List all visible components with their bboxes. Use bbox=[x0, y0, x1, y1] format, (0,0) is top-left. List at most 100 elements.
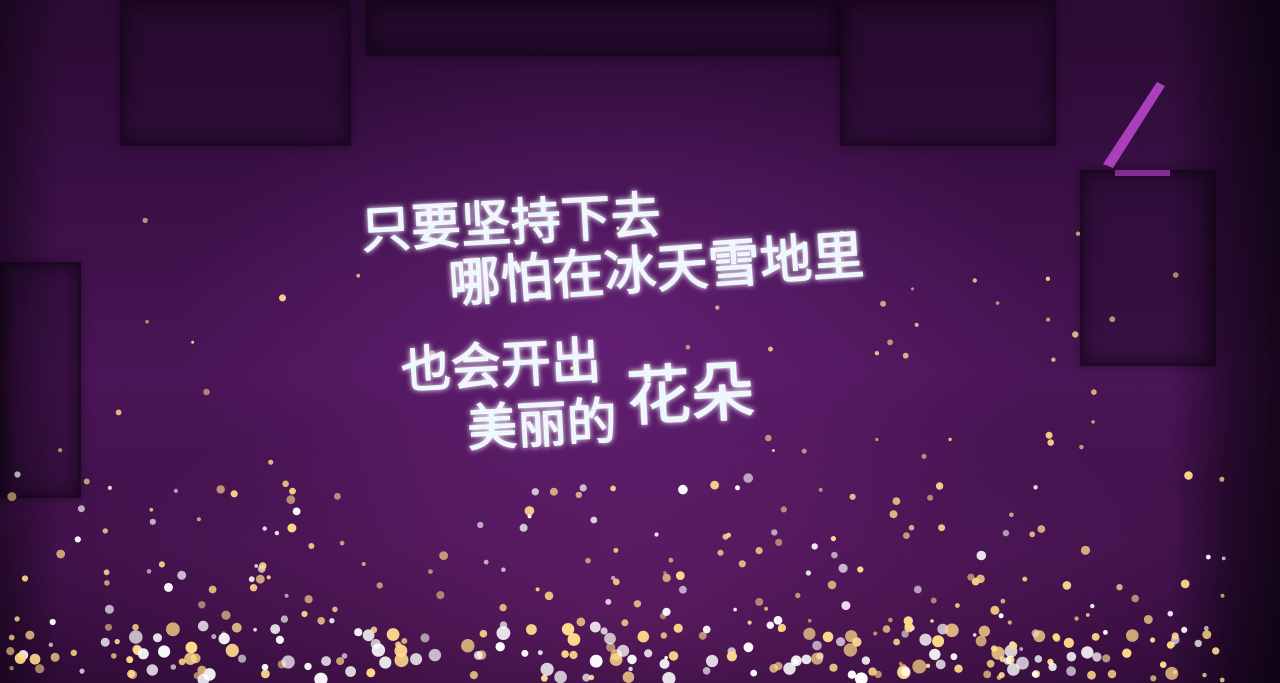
sparkle-dot bbox=[609, 653, 623, 666]
sparkle-dot bbox=[675, 571, 685, 580]
sparkle-dot bbox=[569, 650, 578, 660]
sparkle-dot bbox=[436, 591, 445, 600]
sparkle-dot bbox=[1033, 630, 1046, 643]
sparkle-dot bbox=[308, 543, 315, 549]
sparkle-dot bbox=[370, 626, 378, 634]
sparkle-dot bbox=[536, 290, 544, 298]
sparkle-dot bbox=[261, 663, 269, 671]
sparkle-dot bbox=[317, 617, 326, 625]
sparkle-dot bbox=[613, 547, 619, 553]
sparkle-dot bbox=[77, 505, 85, 513]
sparkle-dot bbox=[616, 226, 620, 230]
sparkle-dot bbox=[880, 300, 887, 307]
sparkle-dot bbox=[1053, 634, 1061, 642]
stage-shadow-left bbox=[0, 0, 60, 683]
sparkle-dot bbox=[1033, 485, 1038, 490]
sparkle-dot bbox=[898, 661, 903, 666]
sparkle-dot bbox=[579, 484, 587, 492]
sparkle-dot bbox=[127, 669, 136, 679]
sparkle-dot bbox=[248, 576, 255, 583]
sparkle-dot bbox=[198, 601, 206, 609]
sparkle-dot bbox=[469, 671, 478, 680]
sparkle-dot bbox=[499, 603, 507, 612]
sparkle-dot bbox=[362, 629, 375, 642]
sparkle-dot bbox=[755, 547, 763, 555]
sparkle-dot bbox=[1180, 579, 1190, 589]
sparkle-dot bbox=[225, 643, 239, 658]
sparkle-dot bbox=[768, 346, 773, 352]
sparkle-dot bbox=[818, 487, 823, 492]
sparkle-dot bbox=[1221, 556, 1226, 561]
sparkle-dot bbox=[1150, 675, 1157, 682]
sparkle-dot bbox=[164, 582, 173, 592]
sparkle-dot bbox=[1219, 677, 1225, 683]
sparkle-dot bbox=[428, 648, 442, 662]
sparkle-dot bbox=[887, 339, 893, 346]
sparkle-dot bbox=[512, 288, 517, 294]
sparkle-dot bbox=[778, 627, 783, 632]
sparkle-dot bbox=[275, 635, 284, 645]
sparkle-dot bbox=[663, 571, 667, 575]
sparkle-dot bbox=[1166, 641, 1175, 649]
sparkle-dot bbox=[873, 631, 878, 636]
sparkle-dot bbox=[173, 488, 178, 493]
sparkle-dot bbox=[827, 580, 837, 590]
sparkle-dot bbox=[191, 340, 195, 344]
sparkle-dot bbox=[549, 487, 558, 496]
sparkle-dot bbox=[304, 662, 312, 671]
sparkle-dot bbox=[743, 473, 753, 483]
sparkle-dot bbox=[892, 497, 901, 505]
sparkle-dot bbox=[765, 434, 772, 442]
sparkle-dot bbox=[644, 649, 653, 658]
sparkle-dot bbox=[208, 585, 217, 594]
sparkle-dot bbox=[79, 668, 85, 674]
sparkle-dot bbox=[541, 674, 548, 682]
sparkle-dot bbox=[332, 606, 338, 613]
sparkle-dot bbox=[49, 618, 56, 626]
sparkle-dot bbox=[868, 667, 877, 676]
sparkle-dot bbox=[893, 638, 900, 646]
sparkle-dot bbox=[600, 627, 608, 635]
sparkle-dot bbox=[685, 344, 691, 350]
sparkle-dot bbox=[1037, 525, 1046, 533]
sparkle-dot bbox=[280, 615, 289, 623]
sparkle-dot bbox=[660, 632, 667, 639]
sparkle-dot bbox=[83, 478, 90, 485]
sparkle-dot bbox=[829, 663, 838, 672]
sparkle-dot bbox=[6, 647, 15, 656]
sparkle-dot bbox=[750, 669, 758, 677]
sparkle-dot bbox=[203, 388, 210, 396]
sparkle-dot bbox=[567, 633, 581, 646]
sparkle-dot bbox=[1062, 581, 1072, 590]
sparkle-dot bbox=[930, 619, 934, 623]
sparkle-dot bbox=[913, 585, 922, 594]
sparkle-dot bbox=[254, 564, 259, 568]
stage-panel-top-left bbox=[120, 0, 351, 146]
sparkle-dot bbox=[102, 528, 109, 534]
sparkle-dot bbox=[726, 651, 738, 662]
sparkle-dot bbox=[410, 653, 423, 666]
sparkle-dot bbox=[908, 524, 915, 531]
stage-light-beam bbox=[1103, 82, 1170, 176]
sparkle-dot bbox=[861, 656, 871, 665]
sparkle-dot bbox=[29, 653, 41, 665]
sparkle-dot bbox=[822, 631, 834, 643]
sparkle-dot bbox=[1171, 632, 1179, 640]
sparkle-dot bbox=[1087, 670, 1096, 680]
sparkle-dot bbox=[888, 617, 893, 623]
sparkle-dot bbox=[70, 649, 78, 656]
sparkle-dot bbox=[230, 490, 238, 498]
sparkle-dot bbox=[304, 595, 313, 604]
sparkle-dot bbox=[836, 637, 846, 647]
sparkle-dot bbox=[126, 656, 134, 664]
sparkle-dot bbox=[1159, 661, 1167, 668]
sparkle-dot bbox=[673, 623, 683, 633]
sparkle-dot bbox=[955, 603, 960, 608]
sparkle-dot bbox=[1150, 637, 1156, 643]
sparkle-dot bbox=[633, 600, 642, 608]
sparkle-dot bbox=[170, 664, 177, 670]
sparkle-dot bbox=[589, 654, 603, 668]
sparkle-dot bbox=[948, 437, 952, 442]
sparkle-dot bbox=[1022, 576, 1028, 582]
sparkle-dot bbox=[769, 663, 779, 673]
